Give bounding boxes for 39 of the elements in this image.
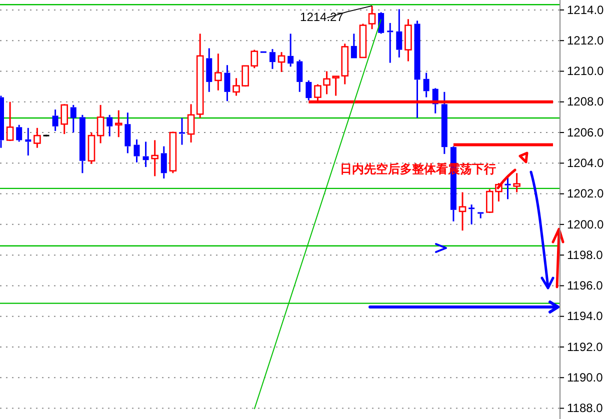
candlestick xyxy=(96,104,104,144)
candlestick xyxy=(414,20,420,119)
candlestick xyxy=(306,80,312,102)
annotation: 1214.27 xyxy=(300,10,344,24)
y-tick-label: 1202.0 xyxy=(567,186,604,201)
annotation: 日内先空后多整体看震荡下行 xyxy=(340,162,496,176)
candlestick xyxy=(114,110,122,138)
candlestick xyxy=(288,32,294,68)
y-tick-label: 1192.0 xyxy=(567,340,604,354)
candlestick xyxy=(142,140,149,168)
y-tick-label: 1190.0 xyxy=(567,370,604,384)
candlestick xyxy=(441,91,448,155)
y-tick-label: 1194.0 xyxy=(567,309,604,324)
candlestick xyxy=(134,138,140,164)
y-tick-label: 1214.0 xyxy=(567,2,604,17)
y-tick-label: 1206.0 xyxy=(567,125,604,140)
candlestick xyxy=(278,51,286,73)
candlestick xyxy=(214,52,222,92)
candlestick xyxy=(187,103,195,144)
y-tick-label: 1198.0 xyxy=(567,248,604,262)
y-tick-label: 1210.0 xyxy=(567,64,604,78)
candlestick xyxy=(151,139,158,177)
y-tick-label: 1208.0 xyxy=(567,94,604,109)
candlestick xyxy=(52,108,58,132)
y-tick-label: 1188.0 xyxy=(567,401,604,416)
y-tick-label: 1200.0 xyxy=(567,217,604,232)
candlestick xyxy=(224,64,230,102)
candlestick xyxy=(178,117,185,146)
y-tick-label: 1204.0 xyxy=(567,156,604,170)
y-tick-label: 1212.0 xyxy=(567,33,604,48)
candlestick xyxy=(423,72,430,98)
candlestick xyxy=(269,48,276,70)
candlestick xyxy=(458,192,466,232)
candlestick xyxy=(206,48,212,93)
candlestick xyxy=(160,146,167,180)
candlestick xyxy=(124,112,131,154)
candlestick xyxy=(396,8,402,58)
candlestick xyxy=(296,59,303,93)
y-tick-label: 1196.0 xyxy=(567,278,604,293)
